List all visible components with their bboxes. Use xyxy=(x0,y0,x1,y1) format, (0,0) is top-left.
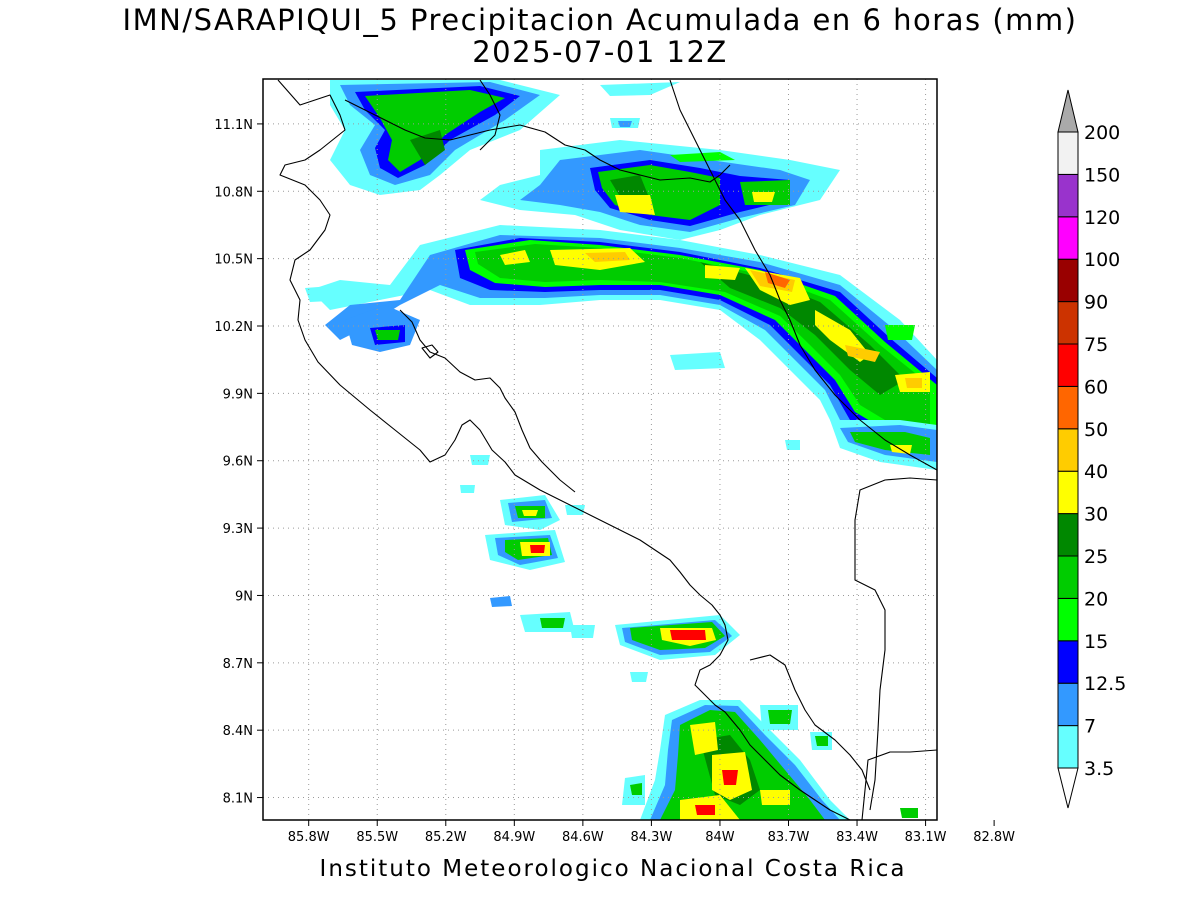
colorbar-level-label: 50 xyxy=(1084,419,1108,441)
colorbar-level-label: 150 xyxy=(1084,164,1120,186)
colorbar: 3.5 7 12.5 15 20 25 30 40 50 60 75 90 100 120 150 200 xyxy=(1057,89,1126,809)
rain-area-north-central xyxy=(480,140,840,240)
colorbar-swatch xyxy=(1057,597,1079,642)
map-title: IMN/SARAPIQUI_5 Precipitacion Acumulada … xyxy=(123,3,1078,37)
nicoya-coast xyxy=(399,309,576,493)
lon-tick-label: 82.8W xyxy=(973,830,1015,845)
colorbar-level-label: 60 xyxy=(1084,376,1108,398)
institution-credit: Instituto Meteorologico Nacional Costa R… xyxy=(320,856,907,882)
lon-tick-label: 83.7W xyxy=(768,830,810,845)
lat-tick-label: 8.4N xyxy=(223,724,253,739)
colorbar-swatch xyxy=(1057,301,1079,345)
lon-tick-label: 85.5W xyxy=(356,830,398,845)
colorbar-level-label: 100 xyxy=(1084,249,1120,271)
colorbar-level-label: 25 xyxy=(1084,546,1108,568)
lat-tick-label: 10.8N xyxy=(214,185,253,200)
lat-tick-label: 10.5N xyxy=(214,253,253,268)
burica-coast xyxy=(861,749,937,820)
colorbar-swatch xyxy=(1057,173,1079,218)
colorbar-swatch xyxy=(1057,258,1079,303)
osa-peninsula xyxy=(749,654,871,791)
colorbar-swatch xyxy=(1057,682,1079,727)
colorbar-level-label: 7 xyxy=(1084,716,1096,738)
colorbar-swatch xyxy=(1057,513,1079,557)
map-subtitle-datetime: 2025-07-01 12Z xyxy=(472,35,728,69)
gulf-island xyxy=(421,344,439,359)
san-juan-border xyxy=(344,99,731,183)
colorbar-level-label: 3.5 xyxy=(1084,758,1114,780)
lon-tick-label: 84.9W xyxy=(493,830,535,845)
longitude-axis: 85.8W 85.5W 85.2W 84.9W 84.6W 84.3W 84W 83.7W 83… xyxy=(288,820,1015,845)
colorbar-swatch xyxy=(1057,343,1079,387)
colorbar-swatch xyxy=(1057,725,1079,769)
colorbar-swatch xyxy=(1057,555,1079,599)
colorbar-level-label: 12.5 xyxy=(1084,673,1126,695)
colorbar-level-label: 30 xyxy=(1084,504,1108,526)
lat-tick-label: 8.1N xyxy=(223,792,253,807)
lat-tick-label: 11.1N xyxy=(214,118,253,133)
map-frame xyxy=(262,78,938,821)
rain-area-central-south xyxy=(460,455,595,638)
lat-tick-label: 9.3N xyxy=(223,522,253,537)
colorbar-over-triangle xyxy=(1057,89,1079,133)
colorbar-level-label: 200 xyxy=(1084,122,1120,144)
latitude-axis: 11.1N 10.8N 10.5N 10.2N 9.9N 9.6N 9.3N 9N 8.7N 8.… xyxy=(214,118,263,807)
coastlines-and-borders xyxy=(277,79,937,820)
lat-tick-label: 9.9N xyxy=(223,387,253,402)
colorbar-level-label: 120 xyxy=(1084,207,1120,229)
lat-tick-label: 9N xyxy=(235,589,253,604)
colorbar-level-label: 15 xyxy=(1084,631,1108,653)
nicaragua-costa-rica-pacific-coast xyxy=(277,79,851,820)
colorbar-level-label: 90 xyxy=(1084,292,1108,314)
lat-tick-label: 8.7N xyxy=(223,657,253,672)
colorbar-under-triangle xyxy=(1057,767,1079,809)
lat-tick-label: 9.6N xyxy=(223,455,253,470)
lat-tick-label: 10.2N xyxy=(214,320,253,335)
rain-area-north-west xyxy=(330,80,680,195)
rain-area-southeast xyxy=(615,615,918,820)
colorbar-level-label: 40 xyxy=(1084,461,1108,483)
panama-border xyxy=(854,477,937,811)
precipitation-field xyxy=(305,80,937,820)
lon-tick-label: 83.1W xyxy=(905,830,947,845)
colorbar-swatch xyxy=(1057,131,1079,175)
lon-tick-label: 85.2W xyxy=(425,830,467,845)
colorbar-swatch xyxy=(1057,385,1079,430)
colorbar-swatch xyxy=(1057,470,1079,515)
lake-nicaragua-shore xyxy=(479,79,501,151)
colorbar-swatch xyxy=(1057,640,1079,684)
caribbean-coast xyxy=(669,79,937,471)
colorbar-level-label: 20 xyxy=(1084,588,1108,610)
colorbar-swatch xyxy=(1057,216,1079,260)
map-gridlines xyxy=(263,79,937,820)
lon-tick-label: 83.4W xyxy=(836,830,878,845)
lon-tick-label: 84W xyxy=(705,830,735,845)
lon-tick-label: 84.3W xyxy=(631,830,673,845)
colorbar-swatch xyxy=(1057,428,1079,472)
lon-tick-label: 85.8W xyxy=(288,830,330,845)
rain-area-main-band xyxy=(305,225,937,470)
colorbar-level-label: 75 xyxy=(1084,334,1108,356)
lon-tick-label: 84.6W xyxy=(562,830,604,845)
